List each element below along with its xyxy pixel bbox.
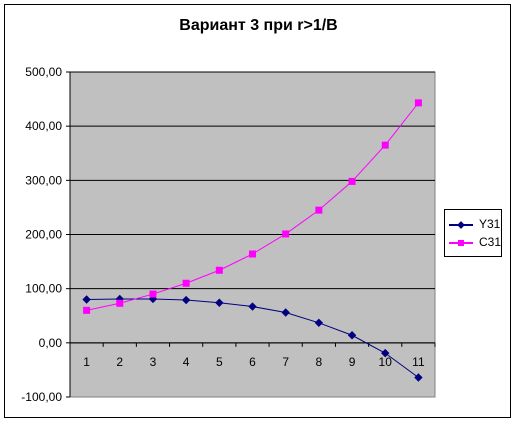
y-tick-label: 0,00 bbox=[39, 336, 63, 350]
data-point-c31 bbox=[381, 141, 389, 149]
data-point-y31 bbox=[381, 348, 390, 358]
data-point-c31 bbox=[182, 279, 190, 287]
x-tick-label: 9 bbox=[349, 355, 356, 369]
legend-marker-c31 bbox=[458, 240, 464, 246]
x-tick-label: 7 bbox=[282, 355, 289, 369]
data-point-y31 bbox=[215, 298, 224, 307]
data-point-y31 bbox=[314, 318, 324, 327]
legend-label-c31: C31 bbox=[479, 235, 502, 249]
legend-item-y31: Y31 bbox=[445, 216, 503, 234]
data-point-c31 bbox=[149, 290, 157, 298]
x-tick-label: 10 bbox=[379, 355, 393, 369]
y-tick-label: 300,00 bbox=[25, 173, 62, 187]
x-tick-label: 11 bbox=[412, 355, 425, 369]
x-tick-label: 8 bbox=[316, 355, 323, 369]
data-point-y31 bbox=[281, 308, 290, 317]
y-tick-label: 100,00 bbox=[25, 282, 62, 296]
data-point-c31 bbox=[215, 266, 223, 274]
x-tick-label: 2 bbox=[116, 355, 123, 369]
y-tick-label: 500,00 bbox=[25, 65, 62, 79]
data-point-y31 bbox=[181, 295, 191, 305]
x-tick-label: 3 bbox=[150, 355, 157, 369]
data-point-c31 bbox=[348, 177, 356, 185]
data-point-y31 bbox=[347, 331, 357, 340]
data-point-y31 bbox=[414, 373, 423, 382]
data-point-y31 bbox=[82, 295, 91, 304]
data-point-c31 bbox=[116, 299, 124, 307]
x-tick-label: 1 bbox=[83, 355, 90, 369]
chart-title: Вариант 3 при r>1/B bbox=[179, 17, 338, 34]
data-point-c31 bbox=[315, 206, 323, 214]
legend-item-c31: C31 bbox=[445, 234, 503, 252]
x-tick-label: 5 bbox=[216, 355, 223, 369]
y-tick-label: 400,00 bbox=[25, 119, 62, 133]
data-point-c31 bbox=[83, 306, 91, 314]
data-point-c31 bbox=[249, 250, 256, 258]
legend-label-y31: Y31 bbox=[479, 217, 501, 231]
legend-marker-y31 bbox=[457, 221, 465, 229]
y-tick-label: -100,00 bbox=[21, 390, 62, 404]
data-point-y31 bbox=[248, 302, 257, 311]
data-point-c31 bbox=[414, 99, 422, 107]
legend: Y31 C31 bbox=[444, 209, 502, 257]
x-tick-label: 4 bbox=[183, 355, 190, 369]
x-tick-label: 6 bbox=[249, 355, 256, 369]
y-tick-label: 200,00 bbox=[25, 228, 62, 242]
data-point-c31 bbox=[282, 230, 290, 238]
